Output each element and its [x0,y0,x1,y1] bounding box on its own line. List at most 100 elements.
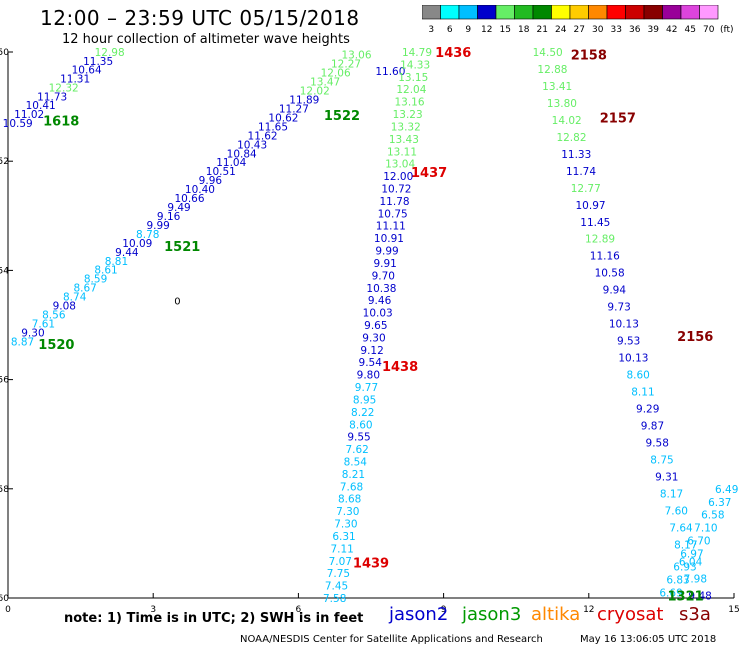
wave-height-label: 8.67 [73,283,96,295]
wave-height-label: 12.32 [49,82,79,94]
wave-height-label: 9.99 [375,246,398,258]
wave-height-label: 10.59 [3,118,33,130]
wave-height-label: 12.04 [396,84,426,96]
wave-height-label: 11.60 [375,66,405,78]
colorbar-tick-label: 9 [465,25,471,35]
wave-height-label: 13.32 [391,121,421,133]
wave-height-label: 10.72 [381,184,411,196]
y-tick-label: -60 [0,594,9,604]
colorbar-tick-label: 36 [629,25,641,35]
wave-height-label: 13.16 [394,97,424,109]
y-tick-label: -52 [0,157,9,167]
wave-height-label: 12.77 [571,183,601,195]
wave-height-label: 7.07 [329,556,352,568]
wave-height-label: 10.03 [363,308,393,320]
wave-height-label: 12.27 [331,59,361,71]
wave-height-label: 14.50 [533,47,563,59]
wave-height-label: 6.93 [673,562,696,574]
wave-height-label: 8.75 [650,454,673,466]
x-tick-label: 6 [296,605,302,615]
pass-time-label: 1521 [164,240,200,255]
generation-timestamp: May 16 13:06:05 UTC 2018 [580,634,717,645]
pass-time-label: 1438 [382,360,418,375]
wave-height-label: 10.38 [366,283,396,295]
wave-height-label: 10.13 [618,353,648,365]
wave-height-label: 9.29 [636,404,659,416]
wave-height-label: 9.44 [115,247,139,259]
legend-jason2: jason2 [389,604,449,625]
wave-height-label: 10.43 [237,139,267,151]
wave-height-label: 8.22 [351,407,374,419]
y-tick-label: -54 [0,266,9,276]
pass-time-label: 1618 [43,114,79,129]
wave-height-label: 8.59 [84,274,107,286]
colorbar-tick-label: 33 [611,25,622,35]
wave-height-label: 7.62 [345,444,368,456]
wave-height-label: 11.11 [376,221,406,233]
wave-height-label: 6.97 [680,549,703,561]
wave-height-label: 11.31 [60,74,90,86]
wave-height-label: 9.49 [167,202,190,214]
wave-height-label: 13.80 [547,98,577,110]
wave-height-label: 8.78 [136,229,159,241]
wave-height-label: 13.41 [542,81,572,93]
wave-height-label: 9.54 [359,357,383,369]
wave-height-label: 9.53 [617,336,640,348]
wave-height-label: 13.04 [385,159,415,171]
pass-time-label: 1321 [668,589,704,604]
wave-height-label: 6.37 [708,497,731,509]
colorbar-tick-label: 30 [592,25,604,35]
wave-height-label: 8.11 [631,387,654,399]
wave-height-label: 10.58 [595,268,625,280]
wave-height-label: 6.31 [332,531,355,543]
wave-height-label: 8.17 [674,539,697,551]
wave-height-label: 9.30 [362,332,385,344]
wave-height-label: 11.62 [248,130,278,142]
wave-height-label: 12.82 [556,132,586,144]
credit-line: NOAA/NESDIS Center for Satellite Applica… [240,634,543,645]
page-subtitle: 12 hour collection of altimeter wave hei… [62,32,350,47]
wave-height-label: 8.17 [660,488,683,500]
wave-height-label: 8.74 [63,292,87,304]
wave-height-label: 11.45 [580,217,610,229]
wave-height-label: 9.16 [157,211,181,223]
wave-height-label: 11.35 [83,56,113,68]
wave-height-label: 7.10 [694,523,717,535]
legend-s3a: s3a [679,604,711,625]
wave-height-label: 9.12 [360,345,383,357]
wave-height-label: 6.83 [666,575,689,587]
colorbar-tick-label: 42 [666,25,677,35]
wave-height-label: 9.31 [655,471,678,483]
wave-height-label: 12.06 [321,68,351,80]
wave-height-label: 8.60 [626,370,649,382]
wave-height-label: 8.81 [105,256,128,268]
colorbar-tick-label: 45 [685,25,696,35]
pass-time-label: 2156 [677,330,713,345]
wave-height-label: 11.89 [289,95,319,107]
wave-height-label: 9.08 [53,301,76,313]
pass-time-label: 2158 [571,49,607,64]
wave-height-label: 9.80 [357,370,380,382]
wave-height-label: 9.87 [641,420,664,432]
wave-height-label: 11.78 [380,196,410,208]
wave-height-label: 10.13 [609,319,639,331]
wave-height-label: 10.75 [378,208,408,220]
legend-jason3: jason3 [462,604,522,625]
wave-height-label: 10.41 [26,100,56,112]
wave-height-label: 11.27 [279,103,309,115]
wave-height-label: 10.91 [374,233,404,245]
wave-height-label: 8.21 [342,469,365,481]
wave-height-label: 11.04 [216,157,246,169]
legend-altika: altika [531,604,581,625]
wave-height-label: 9.55 [347,432,370,444]
pass-time-label: 1522 [324,109,360,124]
wave-height-label: 11.33 [561,149,591,161]
wave-height-label: 9.48 [688,590,711,602]
wave-height-label: 10.66 [174,193,204,205]
wave-height-label: 9.91 [373,258,396,270]
wave-height-label: 7.30 [336,506,359,518]
wave-height-label: 13.15 [398,72,428,84]
wave-height-label: 9.73 [607,302,630,314]
wave-height-label: 8.60 [349,419,372,431]
y-tick-label: -56 [0,376,9,386]
